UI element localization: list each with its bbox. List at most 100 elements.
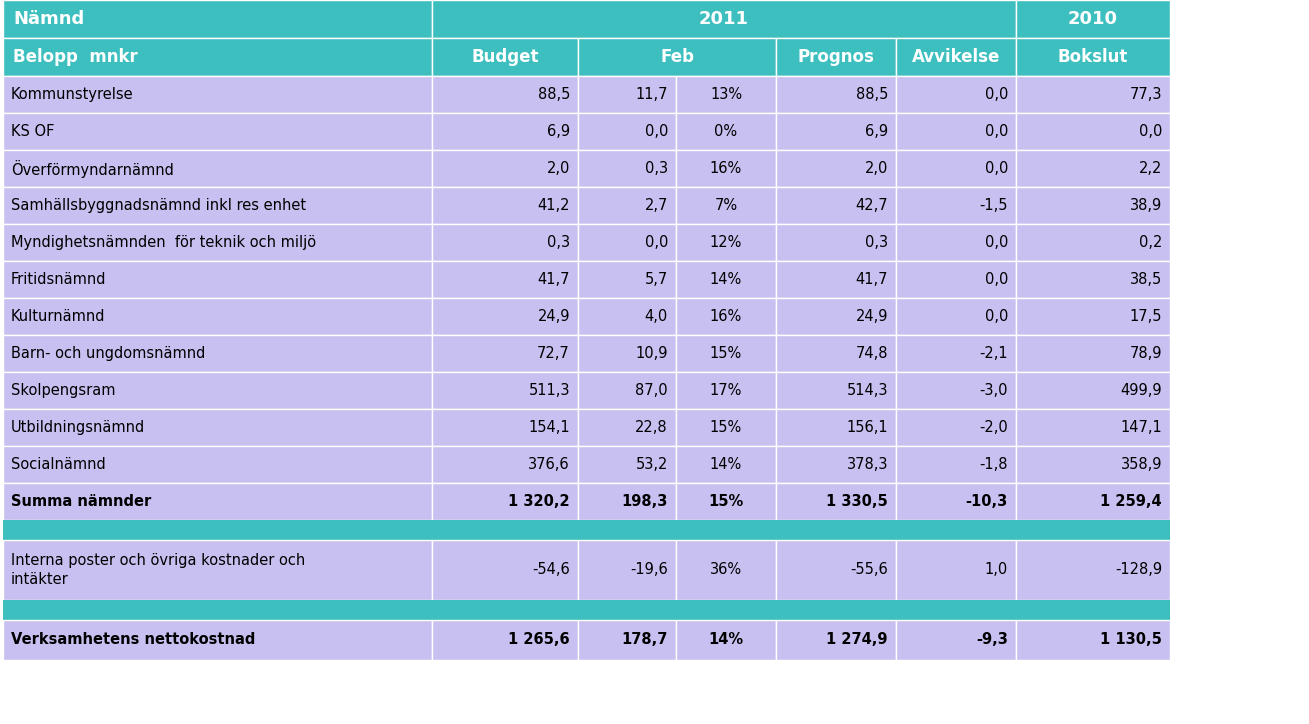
Bar [3,520,1170,540]
Bar [895,446,1016,483]
Bar [1016,224,1170,261]
Text: 1,0: 1,0 [984,563,1008,578]
Bar [776,76,895,113]
Text: 5,7: 5,7 [645,272,668,287]
Text: Prognos: Prognos [797,48,874,66]
Bar [3,372,432,409]
Bar [895,76,1016,113]
Bar [432,113,579,150]
Text: 41,2: 41,2 [538,198,569,213]
Bar [3,113,432,150]
Text: Fritidsnämnd: Fritidsnämnd [10,272,106,287]
Bar [579,224,675,261]
Bar [895,335,1016,372]
Bar [895,372,1016,409]
Text: -2,1: -2,1 [979,346,1008,361]
Bar [776,540,895,600]
Bar [1016,446,1170,483]
Bar [675,113,776,150]
Bar [579,38,776,76]
Text: 0,3: 0,3 [865,235,888,250]
Bar [776,298,895,335]
Bar [776,409,895,446]
Bar [1016,187,1170,224]
Text: 87,0: 87,0 [635,383,668,398]
Text: 16%: 16% [709,309,742,324]
Text: Nämnd: Nämnd [13,10,84,28]
Text: -2,0: -2,0 [979,420,1008,435]
Bar [432,224,579,261]
Bar [432,540,579,600]
Bar [432,38,579,76]
Bar [579,446,675,483]
Text: 7%: 7% [715,198,737,213]
Text: 6,9: 6,9 [547,124,569,139]
Bar [776,335,895,372]
Text: 15%: 15% [708,494,744,509]
Text: 12%: 12% [709,235,742,250]
Bar [675,483,776,520]
Text: 0%: 0% [715,124,737,139]
Bar [1016,76,1170,113]
Bar [3,261,432,298]
Bar [776,483,895,520]
Bar [895,483,1016,520]
Text: KS OF: KS OF [10,124,55,139]
Text: Överförmyndarnämnd: Överförmyndarnämnd [10,159,174,177]
Text: Budget: Budget [471,48,539,66]
Text: -19,6: -19,6 [630,563,668,578]
Bar [776,224,895,261]
Text: 88,5: 88,5 [856,87,888,102]
Text: 1 320,2: 1 320,2 [508,494,569,509]
Bar [895,224,1016,261]
Bar [3,38,432,76]
Text: 88,5: 88,5 [538,87,569,102]
Text: 0,0: 0,0 [644,235,668,250]
Text: 0,0: 0,0 [984,235,1008,250]
Text: 14%: 14% [709,457,742,472]
Bar [432,446,579,483]
Bar [3,335,432,372]
Text: -3,0: -3,0 [979,383,1008,398]
Text: 376,6: 376,6 [529,457,569,472]
Bar [432,483,579,520]
Bar [675,335,776,372]
Bar [579,187,675,224]
Text: 15%: 15% [709,346,742,361]
Text: 17,5: 17,5 [1130,309,1162,324]
Bar [579,409,675,446]
Text: 2,7: 2,7 [644,198,668,213]
Bar [895,409,1016,446]
Text: 0,0: 0,0 [984,124,1008,139]
Bar [579,335,675,372]
Text: -55,6: -55,6 [851,563,888,578]
Bar [1016,298,1170,335]
Text: 2011: 2011 [699,10,749,28]
Text: 1 259,4: 1 259,4 [1101,494,1162,509]
Bar [3,76,432,113]
Bar [1016,38,1170,76]
Text: 499,9: 499,9 [1121,383,1162,398]
Bar [1016,483,1170,520]
Text: 53,2: 53,2 [636,457,668,472]
Bar [776,261,895,298]
Bar [432,620,579,660]
Bar [776,446,895,483]
Bar [1016,113,1170,150]
Text: 22,8: 22,8 [635,420,668,435]
Bar [432,150,579,187]
Text: 378,3: 378,3 [847,457,888,472]
Text: 1 274,9: 1 274,9 [826,633,888,647]
Text: 16%: 16% [709,161,742,176]
Text: 2010: 2010 [1068,10,1118,28]
Text: Barn- och ungdomsnämnd: Barn- och ungdomsnämnd [10,346,206,361]
Text: 38,9: 38,9 [1130,198,1162,213]
Text: 358,9: 358,9 [1121,457,1162,472]
Text: Feb: Feb [660,48,694,66]
Bar [675,620,776,660]
Text: 178,7: 178,7 [622,633,668,647]
Text: 0,0: 0,0 [984,161,1008,176]
Bar [776,38,895,76]
Bar [3,600,1170,620]
Text: Verksamhetens nettokostnad: Verksamhetens nettokostnad [10,633,255,647]
